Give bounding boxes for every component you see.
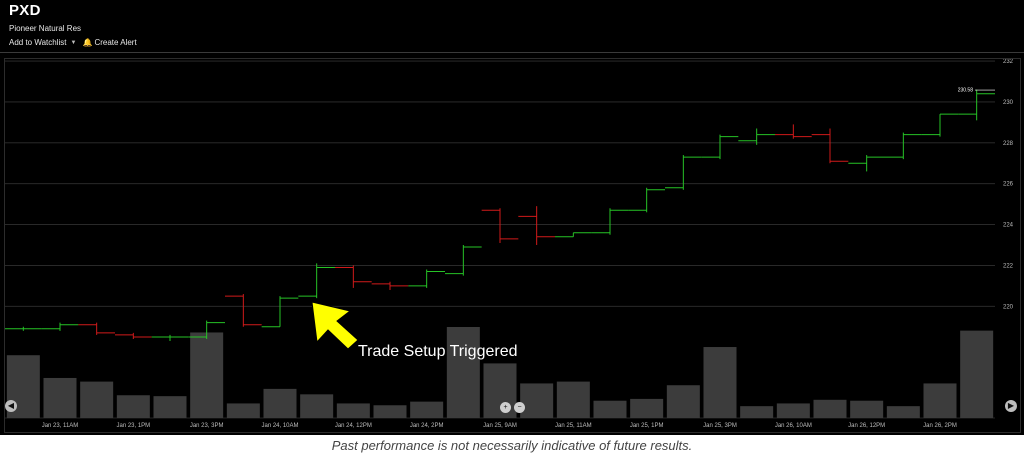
volume-bars [6,327,994,418]
ohlc-bar [335,265,372,288]
ohlc-bar [115,332,152,339]
ohlc-bar [738,128,775,145]
y-tick-label: 232 [1003,59,1014,65]
x-tick-label: Jan 24, 12PM [335,423,372,429]
ohlc-bar [371,281,409,290]
ohlc-bar [261,296,299,328]
volume-bar [850,400,884,418]
x-tick-label: Jan 25, 3PM [703,423,737,429]
add-to-watchlist-button[interactable]: Add to Watchlist [9,38,67,47]
y-tick-label: 224 [1003,223,1014,229]
caret-down-icon[interactable]: ▼ [70,39,77,46]
y-tick-label: 228 [1003,141,1014,147]
ohlc-bar [481,208,519,243]
volume-bar [520,383,554,418]
ohlc-bar [665,155,702,190]
volume-bar [446,327,480,418]
trade-setup-label: Trade Setup Triggered [358,343,518,360]
last-price-label: 230.58 [958,88,974,94]
ohlc-bar [921,113,959,137]
ohlc-bar [555,232,592,238]
ohlc-bar [5,326,42,331]
symbol-header: PXD Pioneer Natural Res Add to Watchlist… [9,2,137,47]
create-alert-button[interactable]: Create Alert [94,38,137,47]
ohlc-bars [5,89,995,342]
x-tick-label: Jan 24, 2PM [410,423,444,429]
scroll-right-icon[interactable]: ▶ [1005,400,1017,412]
ohlc-bar [958,89,995,121]
volume-bar [740,406,774,418]
header-actions: Add to Watchlist ▼ 🔔 Create Alert [9,38,137,47]
x-tick-label: Jan 23, 1PM [116,423,150,429]
volume-bar [410,401,444,418]
volume-bar [263,388,297,418]
x-tick-label: Jan 23, 11AM [42,423,79,429]
volume-bar [776,403,810,418]
volume-bar [116,395,150,418]
volume-bar [80,381,114,418]
volume-bar [373,405,407,418]
trade-setup-annotation: Trade Setup Triggered [311,301,518,360]
x-tick-label: Jan 25, 9AM [483,423,517,429]
ohlc-bar [848,155,885,172]
x-tick-label: Jan 26, 2PM [923,423,957,429]
volume-bar [593,400,627,418]
ohlc-bar [225,294,262,327]
yellow-arrow-icon [311,301,359,350]
x-tick-label: Jan 25, 11AM [555,423,592,429]
ohlc-bar [628,187,665,213]
ohlc-bar [41,322,79,331]
ohlc-bar [885,132,922,160]
x-tick-label: Jan 26, 10AM [775,423,812,429]
last-price-marker: 230.58 [958,88,995,94]
disclaimer-text: Past performance is not necessarily indi… [331,438,693,453]
company-name: Pioneer Natural Res [9,24,82,33]
ohlc-bar [298,263,335,299]
y-tick-label: 230 [1003,100,1014,106]
header-divider [0,52,1024,53]
ohlc-bar [151,334,189,342]
volume-bar [886,406,920,418]
volume-bar [630,398,664,418]
x-tick-label: Jan 25, 1PM [630,423,664,429]
ohlc-bar [591,208,629,235]
ohlc-bar [188,320,225,339]
x-tick-label: Jan 24, 10AM [261,423,298,429]
bell-icon: 🔔 [82,38,93,47]
zoom-out-icon[interactable]: − [514,402,525,413]
volume-bar [960,330,994,418]
scroll-left-icon[interactable]: ◀ [5,400,17,412]
ohlc-bar [775,124,812,139]
x-tick-label: Jan 26, 12PM [848,423,885,429]
zoom-in-icon[interactable]: + [500,402,511,413]
y-tick-label: 220 [1003,304,1014,310]
x-axis: Jan 23, 11AM Jan 23, 1PM Jan 23, 3PM Jan 24… [42,423,957,429]
volume-bar [43,377,77,418]
x-tick-label: Jan 23, 3PM [190,423,224,429]
chart-app: PXD Pioneer Natural Res Add to Watchlist… [0,0,1024,435]
volume-bar [813,399,847,418]
y-axis: 220 222 224 226 228 230 232 [1003,59,1014,310]
y-tick-label: 222 [1003,263,1014,269]
y-tick-label: 226 [1003,182,1014,188]
ohlc-bar [445,244,482,276]
ohlc-bar [701,134,739,160]
volume-bar [153,396,187,418]
chart-frame: 220 222 224 226 228 230 232 Jan 23, 11AM Jan 23… [4,58,1021,433]
volume-bar [666,385,700,418]
volume-bar [226,403,260,418]
volume-bar [336,403,370,418]
ohlc-bar [811,128,849,164]
volume-bar [190,332,224,418]
volume-bar [923,383,957,418]
ohlc-bar [408,269,445,288]
ohlc-bar [78,322,115,335]
volume-bar [300,394,334,418]
ohlc-bar [518,206,555,245]
volume-bar [703,347,737,418]
volume-bar [556,381,590,418]
ticker-symbol: PXD [9,2,41,19]
